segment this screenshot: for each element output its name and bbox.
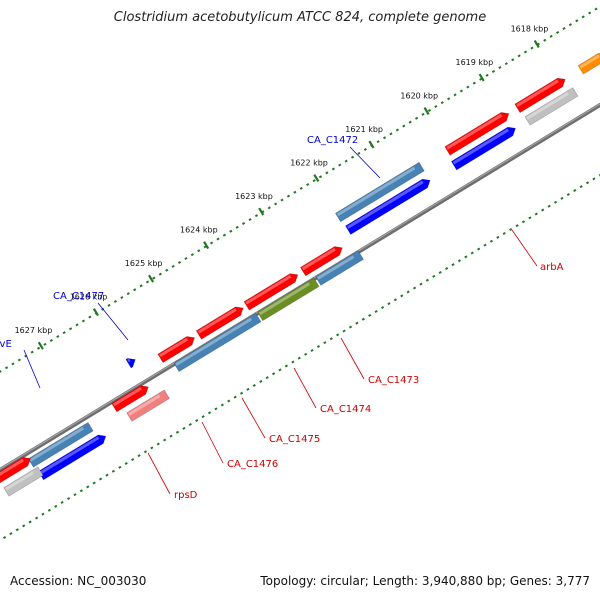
major-tick xyxy=(313,174,320,183)
gene-label-ilvE[interactable]: ilvE xyxy=(0,339,12,350)
gene-feature-rpsD-b[interactable] xyxy=(126,389,170,422)
gene-feature-left-1[interactable] xyxy=(0,454,33,484)
tick-label: 1622 kbp xyxy=(290,158,328,167)
gene-label-arbA[interactable]: arbA xyxy=(540,262,564,273)
gene-feature-left-2[interactable] xyxy=(3,466,44,497)
genome-stats-text: Topology: circular; Length: 3,940,880 bp… xyxy=(260,574,590,588)
gene-feature-ilvE-cds[interactable] xyxy=(37,432,108,481)
gene-feature-CA_C1477[interactable] xyxy=(125,355,138,369)
tick-label: 1625 kbp xyxy=(125,259,163,268)
tick-label: 1623 kbp xyxy=(235,192,273,201)
gene-feature-CA_C1475[interactable] xyxy=(195,304,246,340)
gene-feature-CA_C1472-cds[interactable] xyxy=(345,176,433,235)
major-tick xyxy=(423,107,430,116)
gene-feature-rpsD[interactable] xyxy=(111,383,151,413)
gene-leader-line xyxy=(349,146,381,179)
gene-label-rpsD[interactable]: rpsD xyxy=(174,490,198,501)
major-tick xyxy=(92,308,99,317)
tick-label: 1618 kbp xyxy=(511,24,549,33)
gene-label-CA_C1474[interactable]: CA_C1474 xyxy=(320,404,371,415)
accession-text: Accession: NC_003030 xyxy=(10,574,147,588)
tick-label: 1627 kbp xyxy=(15,326,53,335)
gene-label-CA_C1473[interactable]: CA_C1473 xyxy=(368,375,419,386)
tick-label: 1620 kbp xyxy=(400,91,438,100)
inner-tick-ring xyxy=(2,174,600,540)
major-tick xyxy=(258,207,265,216)
tick-label: 1621 kbp xyxy=(345,125,383,134)
gene-feature-right-1[interactable] xyxy=(514,75,568,114)
gene-leader-line xyxy=(23,349,41,389)
gene-leader-line xyxy=(293,367,317,409)
gene-feature-ilvE[interactable] xyxy=(27,421,94,468)
gene-leader-line xyxy=(511,229,538,267)
gene-leader-line xyxy=(201,421,224,464)
major-tick xyxy=(478,73,485,82)
genome-title: Clostridium acetobutylicum ATCC 824, com… xyxy=(113,10,487,25)
gene-feature-CA_C1472[interactable] xyxy=(334,161,425,223)
major-tick xyxy=(148,274,155,283)
gene-feature-arbA[interactable] xyxy=(444,109,512,156)
gene-label-CA_C1477[interactable]: CA_C1477 xyxy=(53,291,104,302)
gene-label-CA_C1475[interactable]: CA_C1475 xyxy=(269,434,320,445)
gene-feature-CA_C1474-b[interactable] xyxy=(257,277,320,322)
tick-label: 1624 kbp xyxy=(180,225,218,234)
major-tick xyxy=(203,241,210,250)
gene-feature-CA_C1473-b[interactable] xyxy=(315,250,364,286)
gene-feature-CA_C1476[interactable] xyxy=(157,333,197,364)
gene-leader-line xyxy=(241,397,266,439)
gene-feature-arbA-cds[interactable] xyxy=(450,124,518,171)
gene-feature-CA_C1475-b[interactable] xyxy=(173,312,262,373)
gene-feature-CA_C1473[interactable] xyxy=(299,243,344,277)
major-tick xyxy=(533,39,540,48)
tick-label: 1626 kbp xyxy=(70,293,108,302)
major-tick xyxy=(37,341,44,350)
major-tick xyxy=(368,140,375,149)
gene-feature-right-2[interactable] xyxy=(524,87,579,126)
gene-leader-line xyxy=(340,337,365,380)
tick-label: 1619 kbp xyxy=(456,58,494,67)
gene-label-CA_C1472[interactable]: CA_C1472 xyxy=(307,135,358,146)
gene-label-CA_C1476[interactable]: CA_C1476 xyxy=(227,459,278,470)
gene-leader-line xyxy=(97,302,129,341)
gene-leader-line xyxy=(147,452,171,495)
gene-feature-right-3[interactable] xyxy=(577,50,600,75)
outer-tick-ring xyxy=(0,7,598,373)
gene-feature-CA_C1474[interactable] xyxy=(243,270,300,311)
